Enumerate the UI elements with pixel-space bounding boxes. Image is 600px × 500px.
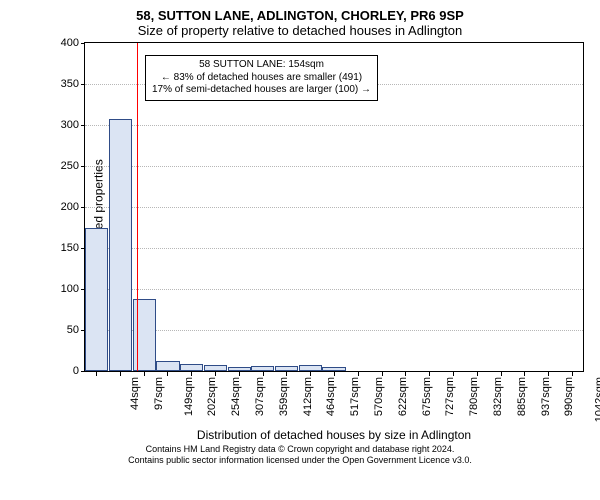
- footer-line-2: Contains public sector information licen…: [12, 455, 588, 466]
- chart-container: 58, SUTTON LANE, ADLINGTON, CHORLEY, PR6…: [0, 0, 600, 500]
- bar: [299, 365, 322, 371]
- x-tick-label: 780sqm: [468, 377, 480, 416]
- x-tick-label: 97sqm: [153, 377, 165, 410]
- x-tick-mark: [405, 372, 406, 376]
- callout-line: 58 SUTTON LANE: 154sqm: [152, 59, 371, 72]
- callout-box: 58 SUTTON LANE: 154sqm← 83% of detached …: [145, 55, 378, 101]
- y-tick-label: 150: [61, 242, 79, 254]
- y-tick-label: 0: [73, 365, 79, 377]
- grid-line: [85, 166, 583, 167]
- x-tick-label: 675sqm: [421, 377, 433, 416]
- grid-line: [85, 289, 583, 290]
- y-tick-label: 250: [61, 160, 79, 172]
- grid-line: [85, 207, 583, 208]
- bar: [251, 366, 274, 371]
- x-tick-mark: [120, 372, 121, 376]
- x-tick-mark: [382, 372, 383, 376]
- y-tick-label: 200: [61, 201, 79, 213]
- x-tick-mark: [144, 372, 145, 376]
- x-tick-mark: [548, 372, 549, 376]
- x-tick-label: 412sqm: [302, 377, 314, 416]
- x-tick-label: 885sqm: [516, 377, 528, 416]
- bar: [275, 366, 298, 371]
- x-tick-label: 149sqm: [183, 377, 195, 416]
- grid-line: [85, 125, 583, 126]
- bar: [109, 119, 132, 371]
- x-tick-mark: [96, 372, 97, 376]
- x-tick-mark: [453, 372, 454, 376]
- bar: [204, 365, 227, 371]
- x-tick-label: 517sqm: [349, 377, 361, 416]
- grid-line: [85, 330, 583, 331]
- callout-line: ← 83% of detached houses are smaller (49…: [152, 72, 371, 85]
- x-tick-label: 307sqm: [254, 377, 266, 416]
- x-tick-mark: [167, 372, 168, 376]
- footer: Contains HM Land Registry data © Crown c…: [12, 444, 588, 466]
- bar: [322, 367, 345, 371]
- x-tick-label: 990sqm: [564, 377, 576, 416]
- x-tick-mark: [191, 372, 192, 376]
- x-tick-mark: [572, 372, 573, 376]
- y-tick-mark: [81, 166, 85, 167]
- bar: [180, 364, 203, 371]
- bar: [228, 367, 251, 371]
- x-tick-label: 359sqm: [278, 377, 290, 416]
- x-tick-label: 44sqm: [129, 377, 141, 410]
- x-tick-mark: [239, 372, 240, 376]
- x-tick-label: 937sqm: [540, 377, 552, 416]
- x-tick-mark: [310, 372, 311, 376]
- bar: [85, 228, 108, 372]
- x-tick-label: 622sqm: [397, 377, 409, 416]
- callout-line: 17% of semi-detached houses are larger (…: [152, 84, 371, 97]
- x-tick-label: 464sqm: [326, 377, 338, 416]
- x-tick-label: 727sqm: [445, 377, 457, 416]
- footer-line-1: Contains HM Land Registry data © Crown c…: [12, 444, 588, 455]
- y-tick-mark: [81, 207, 85, 208]
- x-tick-mark: [215, 372, 216, 376]
- bar: [156, 361, 179, 371]
- title-line-1: 58, SUTTON LANE, ADLINGTON, CHORLEY, PR6…: [12, 8, 588, 23]
- plot-area: 05010015020025030035040058 SUTTON LANE: …: [84, 42, 584, 372]
- x-tick-mark: [501, 372, 502, 376]
- y-tick-mark: [81, 43, 85, 44]
- grid-line: [85, 248, 583, 249]
- y-tick-label: 300: [61, 119, 79, 131]
- x-tick-mark: [263, 372, 264, 376]
- x-tick-label: 832sqm: [492, 377, 504, 416]
- reference-line: [137, 43, 138, 371]
- chart-area: Number of detached properties 0501001502…: [54, 42, 584, 442]
- y-tick-mark: [81, 84, 85, 85]
- x-tick-label: 1042sqm: [594, 377, 600, 422]
- x-tick-label: 570sqm: [373, 377, 385, 416]
- x-tick-mark: [477, 372, 478, 376]
- y-tick-label: 50: [67, 324, 79, 336]
- x-tick-label: 202sqm: [206, 377, 218, 416]
- x-axis-label: Distribution of detached houses by size …: [84, 428, 584, 442]
- x-tick-label: 254sqm: [230, 377, 242, 416]
- y-tick-label: 100: [61, 283, 79, 295]
- x-tick-mark: [524, 372, 525, 376]
- x-tick-mark: [286, 372, 287, 376]
- x-tick-mark: [334, 372, 335, 376]
- y-tick-label: 400: [61, 37, 79, 49]
- y-tick-mark: [81, 125, 85, 126]
- y-tick-label: 350: [61, 78, 79, 90]
- x-tick-mark: [429, 372, 430, 376]
- x-tick-area: Distribution of detached houses by size …: [84, 372, 584, 442]
- title-line-2: Size of property relative to detached ho…: [12, 23, 588, 38]
- x-tick-mark: [358, 372, 359, 376]
